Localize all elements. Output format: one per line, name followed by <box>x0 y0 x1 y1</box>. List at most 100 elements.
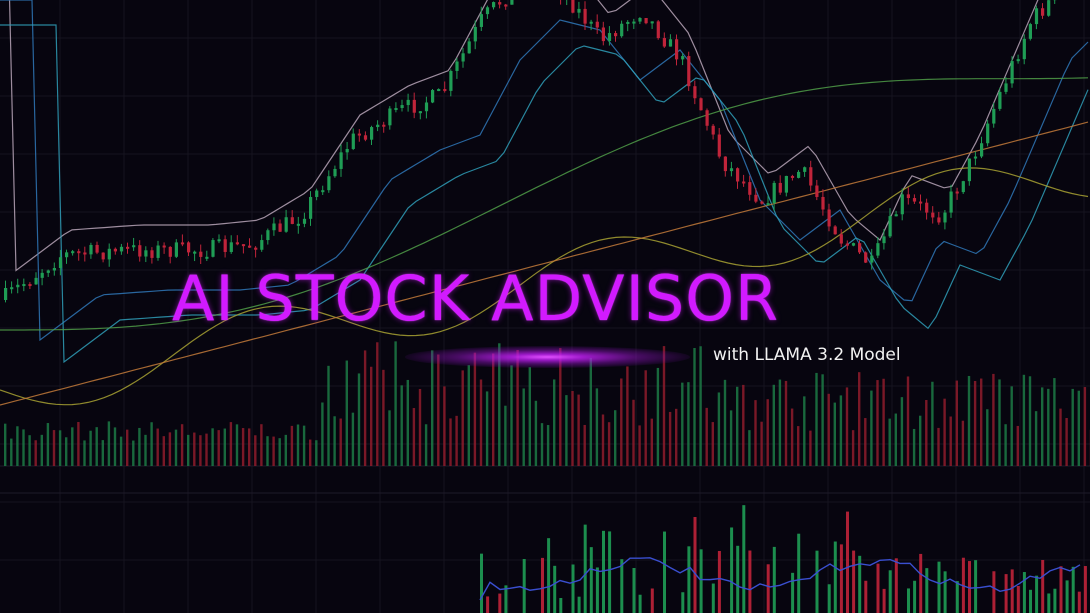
candle-body <box>748 182 752 195</box>
volume-bar <box>998 379 1001 466</box>
volume-bar <box>1016 425 1019 466</box>
volume-bar <box>925 399 928 466</box>
candle-body <box>327 176 331 191</box>
candle-body <box>986 123 990 144</box>
indicator-bar <box>937 561 941 613</box>
volume-bar <box>986 409 989 466</box>
volume-bar <box>937 427 940 466</box>
candle-body <box>1034 8 1039 25</box>
candle-body <box>345 148 349 153</box>
candle-body <box>638 17 642 22</box>
volume-bar <box>1059 408 1062 466</box>
candle-body <box>418 111 422 114</box>
volume-bar <box>601 414 605 466</box>
candle-body <box>138 245 142 257</box>
volume-bar <box>827 393 830 466</box>
candle-body <box>388 108 392 126</box>
candle-body <box>766 203 770 206</box>
candle-body <box>1041 8 1045 16</box>
indicator-bar <box>681 592 685 613</box>
volume-bar <box>132 440 135 466</box>
volume-bar <box>589 357 592 466</box>
glow-accent <box>405 346 690 368</box>
volume-bar <box>156 428 159 466</box>
candle-body <box>937 217 941 223</box>
candle-body <box>809 167 813 186</box>
candle-body <box>40 272 44 278</box>
volume-bar <box>681 382 684 466</box>
indicator-bar <box>1010 569 1014 613</box>
candle-body <box>339 152 343 169</box>
indicator-line-path <box>479 557 1081 601</box>
volume-bar <box>217 430 220 466</box>
volume-bar <box>437 354 440 466</box>
volume-bar <box>357 373 361 466</box>
volume-bar <box>742 384 745 466</box>
volume-bar <box>687 382 690 466</box>
candle-body <box>717 134 721 157</box>
volume-bar <box>241 428 245 466</box>
candle-body <box>1047 0 1051 16</box>
candle-body <box>577 8 581 13</box>
candle-body <box>736 168 740 182</box>
volume-bar <box>1047 388 1050 466</box>
volume-bar <box>546 425 550 466</box>
candle-body <box>193 251 197 254</box>
volume-bar <box>4 423 7 466</box>
volume-bar <box>126 429 129 466</box>
volume-bar <box>223 428 226 466</box>
volume-bar <box>906 376 910 466</box>
indicator-bar <box>1065 580 1069 613</box>
candle-body <box>4 288 8 300</box>
indicator-bar <box>1004 574 1008 613</box>
indicator-bar <box>772 546 776 613</box>
candle-body <box>89 244 93 255</box>
candle-body <box>278 223 282 232</box>
volume-bar <box>882 378 885 466</box>
candle-body <box>632 21 636 24</box>
indicator-bar <box>663 531 666 613</box>
candle-body <box>16 284 20 288</box>
candle-body <box>620 23 624 37</box>
volume-bar <box>534 400 538 466</box>
candle-body <box>955 191 959 194</box>
volume-bar <box>144 434 147 466</box>
indicator-bar <box>974 560 978 613</box>
candle-body <box>199 251 203 257</box>
volume-bar <box>607 422 611 466</box>
volume-bar <box>888 418 891 466</box>
volume-bar <box>321 402 324 466</box>
candle-body <box>351 133 355 149</box>
indicator-bar <box>955 581 959 613</box>
indicator-bar <box>858 555 862 613</box>
candle-body <box>919 201 923 204</box>
volume-bar <box>77 421 80 466</box>
volume-bar <box>559 348 562 466</box>
indicator-bar <box>1035 575 1039 613</box>
candle-body <box>504 4 508 7</box>
volume-bar <box>46 423 50 466</box>
volume-bar <box>1053 378 1056 466</box>
volume-bar <box>992 373 995 466</box>
candle-body <box>443 89 447 92</box>
volume-bar <box>900 397 904 466</box>
indicator-bar <box>968 561 971 613</box>
indicator-bar <box>632 567 636 613</box>
volume-bar <box>711 422 714 466</box>
candle-body <box>699 98 703 111</box>
volume-bar <box>693 348 696 466</box>
volume-bar <box>784 380 788 466</box>
indicator-bar <box>650 588 654 613</box>
volume-bar <box>1010 386 1013 466</box>
candle-body <box>656 21 660 39</box>
candle-body <box>58 257 63 269</box>
candle-body <box>370 127 374 140</box>
candle-body <box>778 182 782 193</box>
candle-body <box>912 198 917 202</box>
indicator-bar <box>846 511 849 613</box>
candle-body <box>967 158 971 182</box>
volume-bar <box>16 426 19 466</box>
moving-average-line <box>0 167 1089 406</box>
volume-bar <box>168 432 172 466</box>
